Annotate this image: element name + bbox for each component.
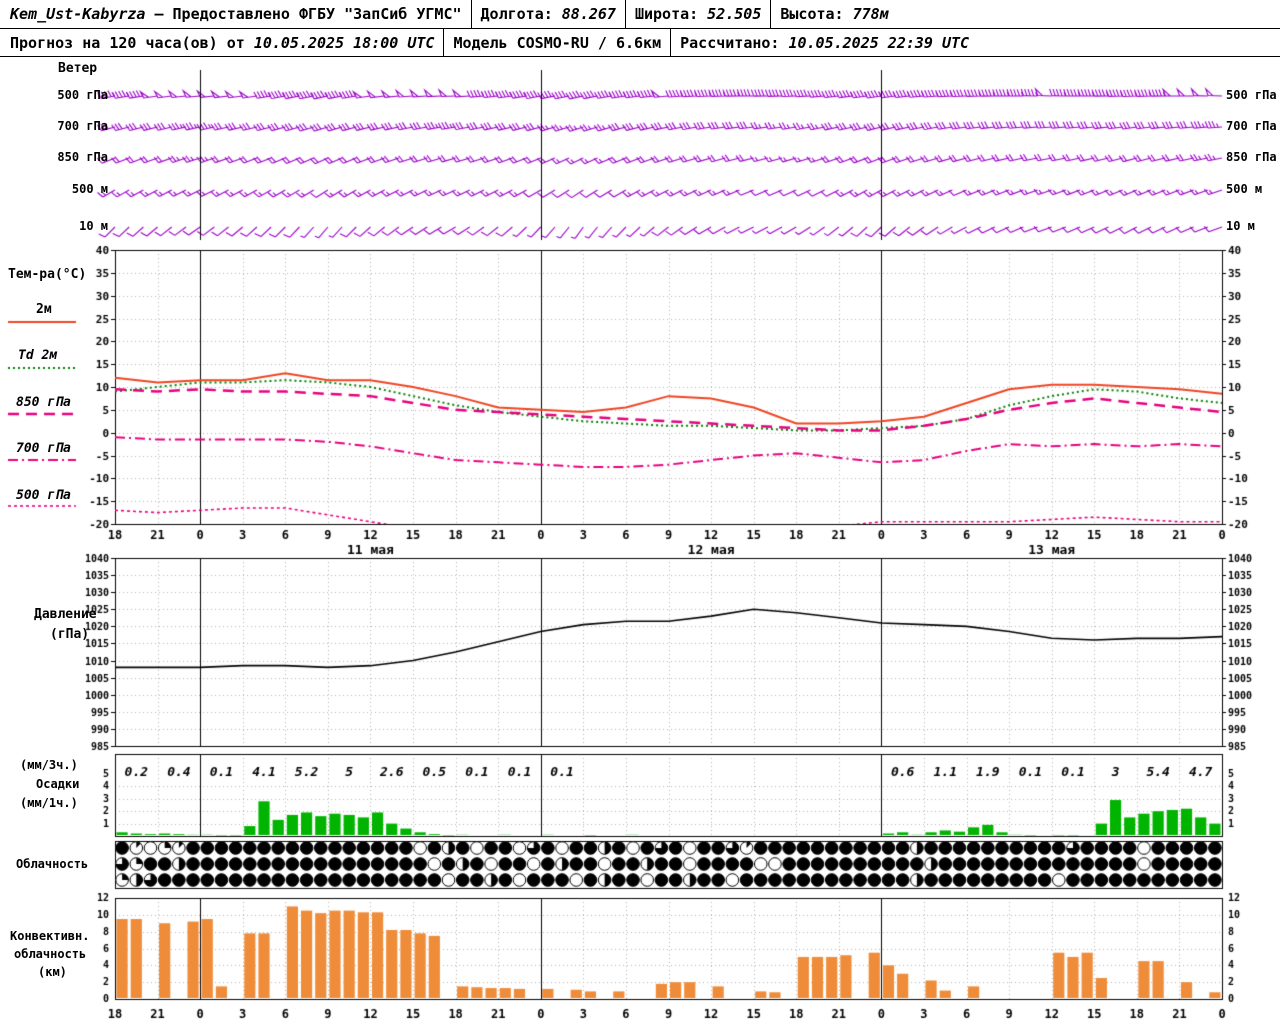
station-name: Kem_Ust-Kabyrza — [10, 5, 146, 23]
legend-td2m-label: Td 2м — [18, 348, 58, 363]
longitude-label: Долгота: — [480, 5, 553, 23]
wind-level-850hpa-label: 850 гПа — [57, 150, 108, 164]
wind-level-700hpa-label: 700 гПа — [57, 119, 108, 133]
pressure-panel-units: (гПа) — [50, 627, 90, 642]
model-value: COSMO-RU / 6.6км — [516, 33, 662, 52]
wind-level-500hpa-label: 500 гПа — [57, 88, 108, 102]
altitude-value: 778м — [852, 5, 889, 23]
header-separator — [770, 0, 772, 28]
latitude-label: Широта: — [634, 5, 699, 23]
precip-units-3h-label: (мм/3ч.) — [20, 758, 78, 772]
wind-level-10m-label-right: 10 м — [1226, 219, 1255, 233]
forecast-label: Прогноз на 120 часа(ов) от — [10, 33, 245, 52]
header-separator — [443, 29, 445, 56]
convective-panel-title-2: облачность — [14, 947, 87, 961]
legend-t2m-label: 2м — [36, 302, 52, 317]
wind-level-850hpa-label-right: 850 гПа — [1226, 150, 1277, 164]
header-row-2: Прогноз на 120 часа(ов) от 10.05.2025 18… — [0, 29, 1280, 57]
longitude-value: 88.267 — [561, 5, 616, 23]
temperature-panel-title: Тем-ра(°C) — [8, 267, 87, 282]
wind-level-10m-label: 10 м — [79, 219, 108, 233]
model-label: Модель — [453, 33, 508, 52]
legend-t700-label: 700 гПа — [16, 441, 71, 456]
forecast-time: 10.05.2025 18:00 UTC — [253, 33, 435, 52]
calc-time: 10.05.2025 22:39 UTC — [788, 33, 970, 52]
precip-panel-title: Осадки — [36, 777, 80, 791]
calc-label: Рассчитано: — [680, 33, 780, 52]
header-separator — [624, 0, 626, 28]
precip-units-1h-label: (мм/1ч.) — [20, 796, 78, 810]
provider-text: — Предоставлено ФГБУ "ЗапСиб УГМС" — [154, 5, 462, 23]
legend-t850-label: 850 гПа — [16, 395, 71, 410]
wind-level-500m-label-right: 500 м — [1226, 182, 1263, 196]
cloudiness-panel-title: Облачность — [16, 857, 89, 871]
wind-level-700hpa-label-right: 700 гПа — [1226, 119, 1277, 133]
altitude-label: Высота: — [780, 5, 844, 23]
pressure-panel-title: Давление — [34, 607, 97, 622]
latitude-value: 52.505 — [707, 5, 762, 23]
wind-level-500hpa-label-right: 500 гПа — [1226, 88, 1277, 102]
wind-panel-title: Ветер — [58, 61, 98, 76]
convective-panel-units: (км) — [38, 965, 67, 979]
header-separator — [670, 29, 672, 56]
convective-panel-title-1: Конвективн. — [10, 929, 90, 943]
legend-t500-label: 500 гПа — [16, 488, 71, 503]
header-row-1: Kem_Ust-Kabyrza — Предоставлено ФГБУ "За… — [0, 0, 1280, 29]
header-separator — [470, 0, 472, 28]
wind-level-500m-label: 500 м — [71, 182, 108, 196]
